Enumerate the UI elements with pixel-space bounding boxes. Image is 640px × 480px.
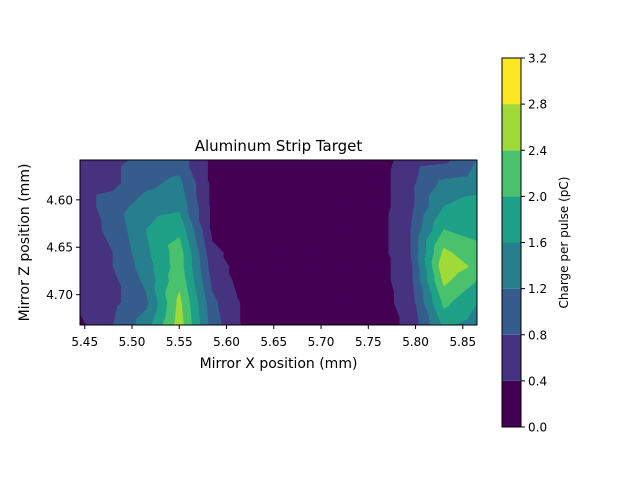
colorbar-band-4 [502,196,521,243]
contour-band-0 [207,159,213,184]
contour-band-1 [410,182,415,207]
colorbar-band-0 [502,380,521,427]
contour-band-0 [209,206,213,230]
y-tick-label: 4.60 [46,193,73,207]
x-tick-label: 5.75 [355,335,382,349]
x-tick-label: 5.70 [308,335,335,349]
contour-band-0 [208,182,213,207]
colorbar-tick-label: 1.6 [528,236,547,250]
plot-frame [79,159,478,326]
y-axis-label: Mirror Z position (mm) [17,164,33,322]
y-tick-label: 4.70 [46,288,73,302]
colorbar-label: Charge per pulse (pC) [557,177,571,309]
x-tick-label: 5.45 [71,335,98,349]
colorbar-tick-label: 3.2 [528,52,547,66]
x-axis: 5.45 5.50 5.55 5.60 5.65 5.70 5.75 5.80 5.85 [71,325,476,349]
x-tick-label: 5.60 [213,335,240,349]
chart-title: Aluminum Strip Target [195,137,363,155]
x-tick-label: 5.85 [449,335,476,349]
colorbar-tick-label: 0.8 [528,328,547,342]
colorbar [502,58,521,427]
contour-band-5 [443,302,449,309]
colorbar-band-7 [502,58,521,105]
x-axis-label: Mirror X position (mm) [200,356,358,372]
colorbar-tick-label: 1.2 [528,282,547,296]
colorbar-band-2 [502,288,521,335]
contour-band-6 [443,280,448,287]
colorbar-tick-label: 0.4 [528,374,547,388]
colorbar-band-3 [502,242,521,289]
x-tick-label: 5.50 [119,335,146,349]
y-tick-label: 4.65 [46,241,73,255]
contour-plot [79,159,478,326]
colorbar-axis: 0.0 0.4 0.8 1.2 1.6 2.0 2.4 2.8 3.2 [521,52,547,435]
colorbar-tick-label: 2.8 [528,98,547,112]
y-axis: 4.60 4.65 4.70 [46,193,80,302]
colorbar-band-6 [502,104,521,151]
colorbar-band-1 [502,334,521,381]
contour-band-5 [178,252,184,267]
x-tick-label: 5.80 [402,335,429,349]
x-tick-label: 5.65 [260,335,287,349]
colorbar-tick-label: 2.4 [528,144,547,158]
colorbar-band-5 [502,150,521,197]
x-tick-label: 5.55 [166,335,193,349]
colorbar-tick-label: 2.0 [528,190,547,204]
colorbar-tick-label: 0.0 [528,421,547,435]
